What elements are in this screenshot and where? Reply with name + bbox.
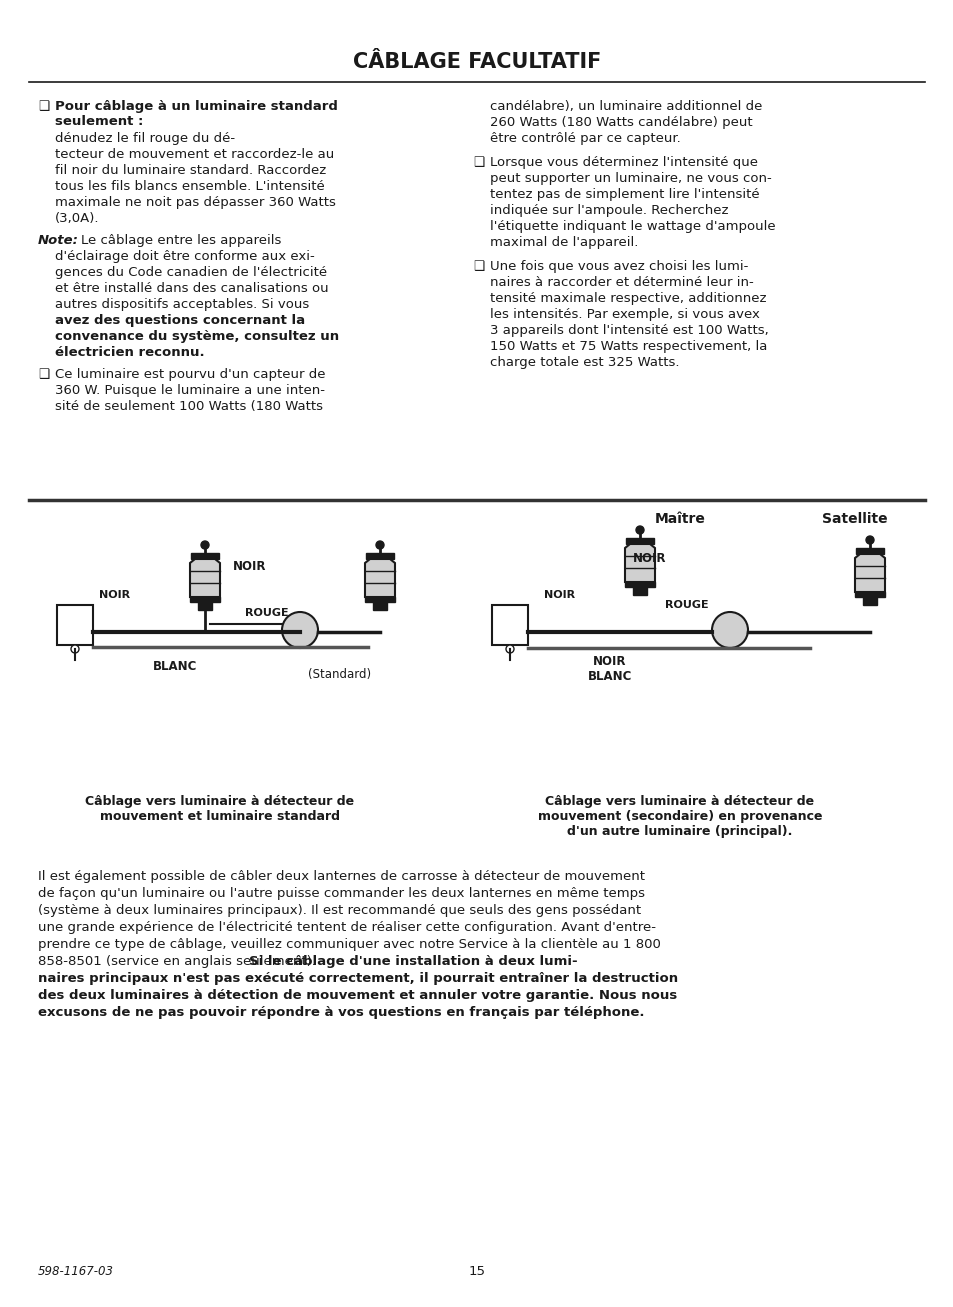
Circle shape: [711, 612, 747, 648]
Text: 260 Watts (180 Watts candélabre) peut: 260 Watts (180 Watts candélabre) peut: [490, 116, 752, 129]
Text: NOIR: NOIR: [544, 589, 575, 600]
Text: autres dispositifs acceptables. Si vous: autres dispositifs acceptables. Si vous: [55, 298, 309, 311]
Circle shape: [201, 541, 209, 549]
Text: ROUGE: ROUGE: [245, 608, 289, 618]
Text: peut supporter un luminaire, ne vous con-: peut supporter un luminaire, ne vous con…: [490, 173, 771, 186]
Text: Si le câblage d'une installation à deux lumi-: Si le câblage d'une installation à deux …: [249, 955, 578, 968]
Text: (Standard): (Standard): [308, 668, 371, 681]
Polygon shape: [365, 559, 395, 597]
Bar: [198, 603, 212, 610]
Text: tensité maximale respective, additionnez: tensité maximale respective, additionnez: [490, 291, 765, 305]
Text: excusons de ne pas pouvoir répondre à vos questions en français par téléphone.: excusons de ne pas pouvoir répondre à vo…: [38, 1006, 644, 1019]
Circle shape: [282, 612, 317, 648]
Bar: [492, 605, 527, 644]
Circle shape: [505, 644, 514, 654]
Text: d'éclairage doit être conforme aux exi-: d'éclairage doit être conforme aux exi-: [55, 250, 314, 263]
Text: (3,0A).: (3,0A).: [55, 212, 99, 225]
Text: de façon qu'un luminaire ou l'autre puisse commander les deux lanternes en même : de façon qu'un luminaire ou l'autre puis…: [38, 887, 644, 901]
Text: 15: 15: [468, 1265, 485, 1278]
Text: candélabre), un luminaire additionnel de: candélabre), un luminaire additionnel de: [490, 101, 761, 112]
Text: des deux luminaires à détection de mouvement et annuler votre garantie. Nous nou: des deux luminaires à détection de mouve…: [38, 989, 677, 1002]
Text: fil noir du luminaire standard. Raccordez: fil noir du luminaire standard. Raccorde…: [55, 163, 326, 176]
Text: Le câblage entre les appareils: Le câblage entre les appareils: [81, 234, 281, 247]
Text: gences du Code canadien de l'électricité: gences du Code canadien de l'électricité: [55, 267, 327, 278]
Text: Une fois que vous avez choisi les lumi-: Une fois que vous avez choisi les lumi-: [490, 260, 747, 273]
Text: ❑: ❑: [38, 369, 50, 382]
Text: 360 W. Puisque le luminaire a une inten-: 360 W. Puisque le luminaire a une inten-: [55, 384, 325, 397]
Text: une grande expérience de l'électricité tentent de réaliser cette configuration. : une grande expérience de l'électricité t…: [38, 921, 656, 935]
Text: (système à deux luminaires principaux). Il est recommandé que seuls des gens pos: (système à deux luminaires principaux). …: [38, 904, 640, 918]
Text: NOIR: NOIR: [593, 655, 626, 668]
Text: NOIR: NOIR: [99, 589, 131, 600]
Text: BLANC: BLANC: [587, 670, 632, 684]
Text: Pour câblage à un luminaire standard
seulement :: Pour câblage à un luminaire standard seu…: [55, 101, 337, 128]
Text: CÂBLAGE FACULTATIF: CÂBLAGE FACULTATIF: [353, 52, 600, 72]
Text: tous les fils blancs ensemble. L'intensité: tous les fils blancs ensemble. L'intensi…: [55, 180, 324, 193]
Text: ❑: ❑: [38, 101, 50, 112]
Bar: [633, 587, 646, 595]
Polygon shape: [190, 559, 220, 597]
Text: ❑: ❑: [473, 156, 484, 169]
Bar: [57, 605, 92, 644]
Text: avez des questions concernant la: avez des questions concernant la: [55, 314, 305, 327]
Circle shape: [636, 525, 643, 535]
Text: tentez pas de simplement lire l'intensité: tentez pas de simplement lire l'intensit…: [490, 188, 759, 201]
Bar: [854, 592, 884, 597]
Text: Lorsque vous déterminez l'intensité que: Lorsque vous déterminez l'intensité que: [490, 156, 758, 169]
Circle shape: [865, 536, 873, 544]
Text: les intensités. Par exemple, si vous avex: les intensités. Par exemple, si vous ave…: [490, 308, 760, 322]
Polygon shape: [854, 554, 884, 592]
Text: maximale ne noit pas dépasser 360 Watts: maximale ne noit pas dépasser 360 Watts: [55, 196, 335, 209]
Text: ❑: ❑: [473, 260, 484, 273]
Text: charge totale est 325 Watts.: charge totale est 325 Watts.: [490, 356, 679, 369]
Text: 150 Watts et 75 Watts respectivement, la: 150 Watts et 75 Watts respectivement, la: [490, 340, 766, 353]
Text: ROUGE: ROUGE: [664, 600, 708, 610]
Text: Satellite: Satellite: [821, 512, 887, 525]
Text: être contrôlé par ce capteur.: être contrôlé par ce capteur.: [490, 132, 680, 145]
Text: naires principaux n'est pas exécuté correctement, il pourrait entraîner la destr: naires principaux n'est pas exécuté corr…: [38, 972, 678, 985]
Text: 858-8501 (service en anglais seulement).: 858-8501 (service en anglais seulement).: [38, 955, 320, 968]
Text: prendre ce type de câblage, veuillez communiquer avec notre Service à la clientè: prendre ce type de câblage, veuillez com…: [38, 938, 660, 951]
Bar: [625, 538, 654, 544]
Polygon shape: [624, 544, 655, 582]
Text: naires à raccorder et déterminé leur in-: naires à raccorder et déterminé leur in-: [490, 276, 753, 289]
Text: BLANC: BLANC: [152, 660, 197, 673]
Bar: [862, 597, 876, 605]
Text: maximal de l'appareil.: maximal de l'appareil.: [490, 237, 638, 250]
Text: 3 appareils dont l'intensité est 100 Watts,: 3 appareils dont l'intensité est 100 Wat…: [490, 324, 768, 337]
Bar: [190, 597, 220, 603]
Bar: [373, 603, 387, 610]
Text: tecteur de mouvement et raccordez-le au: tecteur de mouvement et raccordez-le au: [55, 148, 334, 161]
Bar: [365, 597, 395, 603]
Text: convenance du système, consultez un: convenance du système, consultez un: [55, 329, 338, 342]
Text: Note:: Note:: [38, 234, 79, 247]
Text: l'étiquette indiquant le wattage d'ampoule: l'étiquette indiquant le wattage d'ampou…: [490, 220, 775, 233]
Bar: [191, 553, 219, 559]
Bar: [366, 553, 394, 559]
Bar: [624, 582, 655, 587]
Text: NOIR: NOIR: [233, 559, 267, 572]
Circle shape: [375, 541, 384, 549]
Text: sité de seulement 100 Watts (180 Watts: sité de seulement 100 Watts (180 Watts: [55, 400, 323, 413]
Text: NOIR: NOIR: [633, 552, 666, 565]
Text: 598-1167-03: 598-1167-03: [38, 1265, 113, 1278]
Text: Câblage vers luminaire à détecteur de
mouvement (secondaire) en provenance
d'un : Câblage vers luminaire à détecteur de mo…: [537, 795, 821, 838]
Circle shape: [71, 644, 79, 654]
Bar: [855, 548, 883, 554]
Text: Ce luminaire est pourvu d'un capteur de: Ce luminaire est pourvu d'un capteur de: [55, 369, 325, 382]
Text: Il est également possible de câbler deux lanternes de carrosse à détecteur de mo: Il est également possible de câbler deux…: [38, 870, 644, 884]
Text: Câblage vers luminaire à détecteur de
mouvement et luminaire standard: Câblage vers luminaire à détecteur de mo…: [86, 795, 355, 823]
Text: dénudez le fil rouge du dé-: dénudez le fil rouge du dé-: [55, 132, 234, 145]
Text: indiquée sur l'ampoule. Recherchez: indiquée sur l'ampoule. Recherchez: [490, 204, 728, 217]
Text: Maître: Maître: [654, 512, 704, 525]
Text: électricien reconnu.: électricien reconnu.: [55, 346, 204, 359]
Text: et être installé dans des canalisations ou: et être installé dans des canalisations …: [55, 282, 328, 295]
